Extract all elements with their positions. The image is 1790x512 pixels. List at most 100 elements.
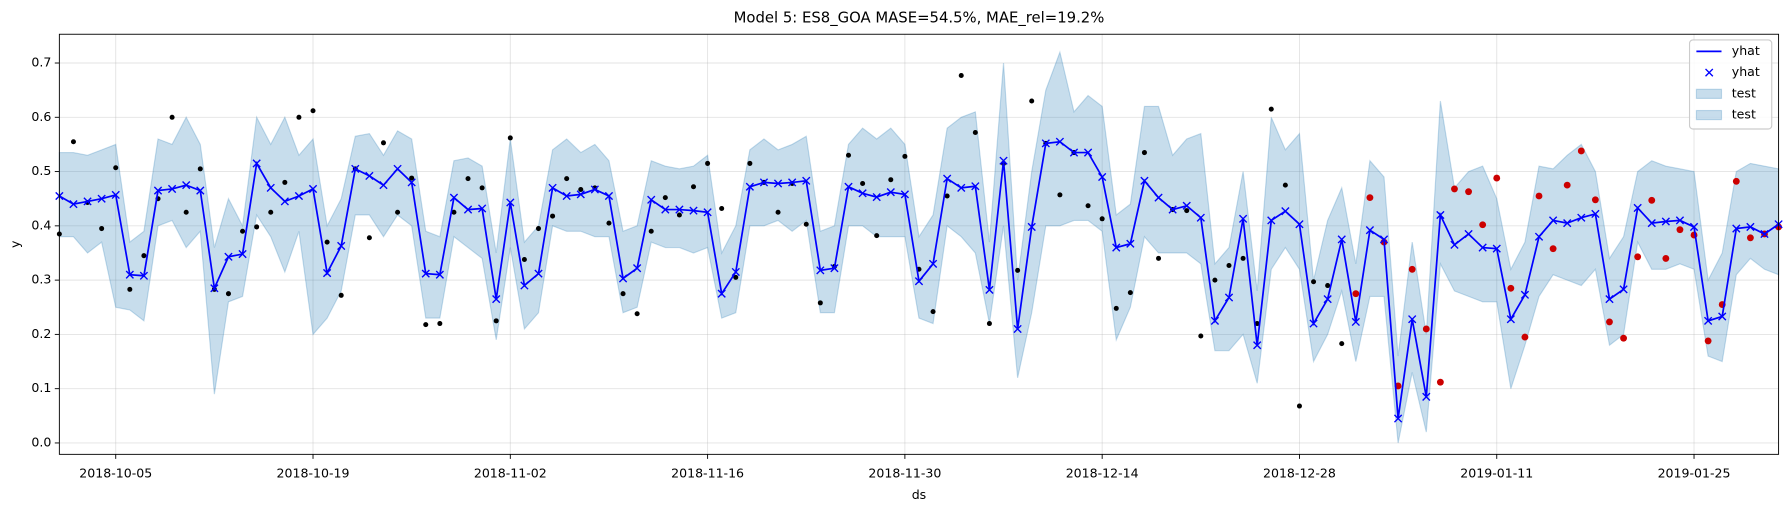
legend-label: yhat — [1732, 43, 1760, 58]
forecast-marker — [788, 178, 797, 187]
observed-point — [860, 180, 866, 187]
forecast-marker — [1492, 244, 1501, 253]
forecast-marker — [1563, 218, 1572, 228]
forecast-marker — [1379, 235, 1389, 244]
observed-point — [888, 177, 894, 183]
legend: yhat yhat test test — [1688, 39, 1773, 130]
x-tick-label: 2018-11-02 — [474, 465, 547, 480]
forecast-marker — [1253, 341, 1262, 350]
observed-point — [70, 139, 76, 145]
observed-point — [310, 108, 316, 114]
forecast-marker — [1238, 214, 1248, 223]
forecast-marker — [210, 284, 219, 293]
forecast-marker — [590, 185, 599, 194]
forecast-marker — [1154, 193, 1163, 202]
forecast-marker — [731, 267, 740, 277]
plot-frame — [58, 33, 1780, 455]
observed-point — [395, 209, 401, 215]
x-tick-label: 2018-11-30 — [868, 465, 941, 480]
observed-point — [141, 253, 147, 259]
forecast-marker — [182, 181, 191, 190]
forecast-marker — [1069, 148, 1079, 157]
y-tick-label: 0.0 — [31, 434, 51, 449]
observed-point — [282, 179, 288, 185]
test-point — [1577, 147, 1585, 155]
observed-point — [902, 153, 908, 159]
observed-point — [1057, 192, 1063, 198]
forecast-marker — [139, 271, 149, 280]
forecast-marker — [153, 186, 163, 195]
test-point — [1662, 254, 1670, 262]
forecast-marker — [1365, 226, 1375, 235]
forecast-marker — [1450, 240, 1459, 249]
forecast-marker — [294, 191, 304, 201]
forecast-marker — [421, 269, 430, 278]
test-point — [1591, 196, 1599, 204]
forecast-marker — [759, 178, 769, 187]
forecast-marker — [661, 205, 670, 214]
test-point — [1746, 234, 1754, 242]
forecast-marker — [1126, 239, 1135, 248]
forecast-marker — [971, 182, 980, 191]
test-point — [1549, 245, 1557, 253]
observed-point — [606, 220, 612, 226]
forecast-marker — [1013, 324, 1022, 334]
forecast-marker — [1478, 243, 1487, 252]
test-point — [1563, 181, 1571, 189]
observed-point — [324, 239, 330, 245]
observed-point — [564, 176, 570, 182]
observed-point — [169, 114, 175, 120]
forecast-marker — [1746, 222, 1755, 232]
test-point — [1507, 284, 1515, 292]
forecast-marker — [1168, 205, 1177, 214]
observed-point — [1268, 106, 1274, 112]
forecast-marker — [1591, 209, 1600, 219]
forecast-marker — [449, 193, 459, 202]
observed-point — [817, 300, 823, 306]
observed-point — [197, 166, 203, 172]
forecast-marker — [1055, 137, 1065, 146]
forecast-marker — [604, 191, 614, 201]
observed-point — [507, 135, 513, 141]
forecast-marker — [1309, 319, 1318, 328]
forecast-marker — [1337, 235, 1346, 244]
forecast-marker — [1182, 201, 1191, 210]
observed-point — [225, 291, 231, 297]
test-point — [1352, 290, 1360, 298]
forecast-marker — [308, 184, 318, 194]
observed-point — [634, 311, 640, 317]
forecast-marker — [224, 252, 233, 261]
observed-point — [338, 292, 344, 298]
observed-point — [775, 209, 781, 215]
forecast-marker — [1196, 213, 1205, 222]
forecast-marker — [322, 268, 332, 278]
observed-point — [1198, 333, 1204, 339]
observed-point — [183, 209, 189, 215]
observed-point — [493, 318, 499, 324]
observed-point — [479, 185, 485, 191]
forecast-marker — [1436, 210, 1445, 220]
forecast-marker — [1422, 392, 1431, 401]
forecast-marker — [1210, 316, 1220, 325]
forecast-marker — [1619, 285, 1628, 294]
forecast-marker — [618, 274, 628, 283]
forecast-marker — [1520, 290, 1530, 299]
x-tick-label: 2018-12-28 — [1263, 465, 1336, 480]
forecast-marker — [844, 182, 853, 191]
forecast-marker — [1647, 218, 1656, 228]
observed-point — [1296, 403, 1302, 409]
forecast-marker — [463, 205, 473, 214]
forecast-marker — [745, 182, 755, 191]
forecast-marker — [548, 183, 557, 192]
observed-point — [874, 233, 880, 239]
observed-point — [423, 322, 429, 328]
forecast-marker — [1098, 172, 1107, 182]
observed-point — [127, 286, 133, 292]
legend-label: test — [1732, 107, 1756, 122]
test-point — [1606, 318, 1613, 326]
forecast-marker — [266, 183, 275, 192]
observed-point — [1141, 150, 1147, 156]
forecast-marker — [773, 179, 783, 188]
y-tick-label: 0.7 — [31, 55, 51, 70]
forecast-marker — [900, 190, 910, 199]
